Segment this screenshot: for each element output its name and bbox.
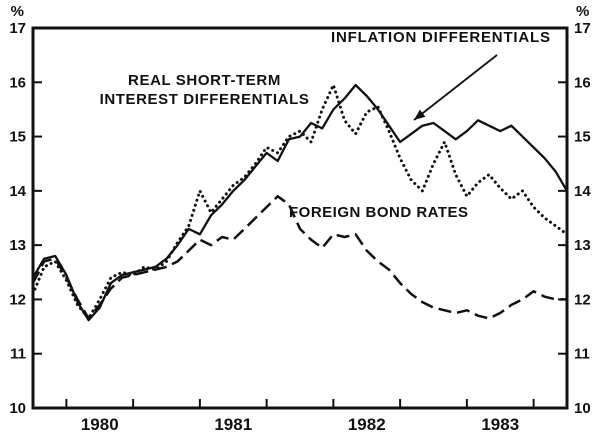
annotation-real-short-term-line1: REAL SHORT-TERM <box>128 72 281 89</box>
svg-text:14: 14 <box>574 183 591 200</box>
svg-text:1980: 1980 <box>81 415 119 434</box>
svg-text:1983: 1983 <box>481 415 519 434</box>
svg-text:11: 11 <box>10 346 26 363</box>
svg-text:15: 15 <box>574 129 591 146</box>
svg-text:%: % <box>11 3 24 20</box>
svg-text:1982: 1982 <box>348 415 386 434</box>
annotation-inflation-differentials-label: INFLATION DIFFERENTIALS <box>331 29 551 46</box>
svg-text:12: 12 <box>574 291 591 308</box>
svg-text:10: 10 <box>574 400 591 417</box>
svg-text:13: 13 <box>574 237 591 254</box>
svg-text:12: 12 <box>9 291 26 308</box>
svg-text:16: 16 <box>9 74 26 91</box>
svg-text:1981: 1981 <box>214 415 252 434</box>
svg-text:16: 16 <box>574 74 591 91</box>
svg-text:13: 13 <box>9 237 26 254</box>
svg-text:11: 11 <box>574 346 590 363</box>
annotation-real-short-term-line2: INTEREST DIFFERENTIALS <box>99 91 310 108</box>
annotation-foreign-bond-rates-label: FOREIGN BOND RATES <box>289 204 469 221</box>
svg-text:17: 17 <box>574 20 591 37</box>
svg-text:17: 17 <box>9 20 26 37</box>
svg-text:%: % <box>576 3 589 20</box>
svg-text:14: 14 <box>9 183 26 200</box>
svg-text:15: 15 <box>9 129 26 146</box>
svg-text:10: 10 <box>9 400 26 417</box>
annotation-real-short-term-label: REAL SHORT-TERM INTEREST DIFFERENTIALS <box>92 71 317 109</box>
